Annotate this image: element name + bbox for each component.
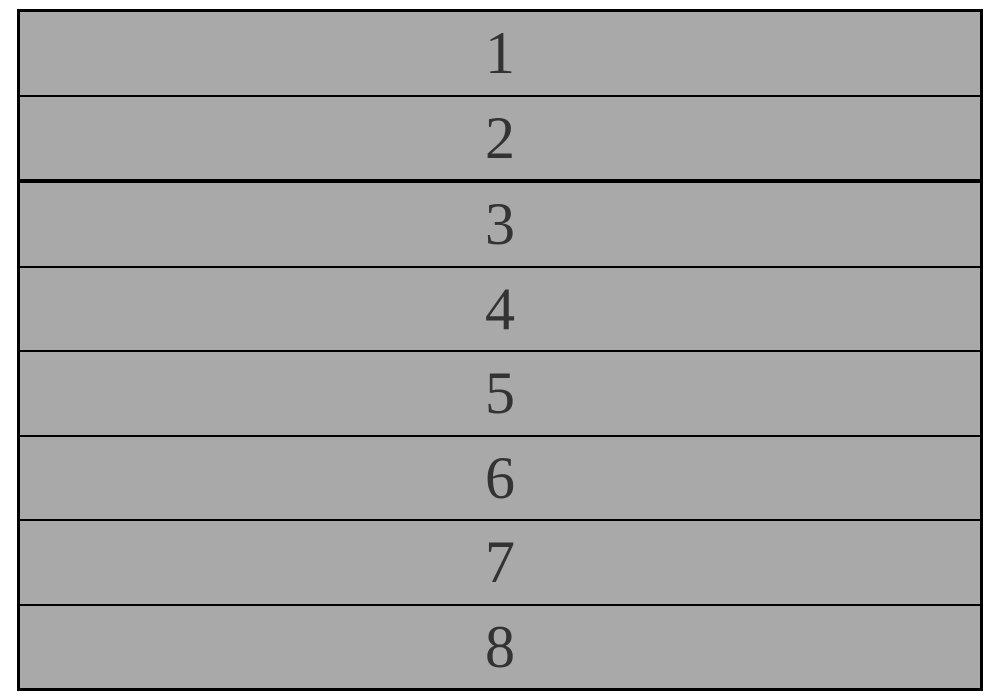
layer-row: 8 (20, 604, 980, 689)
layer-row: 3 (20, 179, 980, 266)
layer-row: 1 (20, 12, 980, 95)
layer-label: 7 (485, 532, 515, 592)
layer-label: 6 (485, 448, 515, 508)
layer-label: 2 (485, 108, 515, 168)
layer-row: 2 (20, 95, 980, 180)
layer-row: 6 (20, 435, 980, 520)
layer-stack-table: 1 2 3 4 5 6 7 8 (17, 9, 983, 691)
layer-label: 5 (485, 363, 515, 423)
layer-row: 5 (20, 350, 980, 435)
layer-label: 8 (485, 617, 515, 677)
layer-row: 7 (20, 519, 980, 604)
layer-row: 4 (20, 266, 980, 351)
layer-label: 1 (485, 23, 515, 83)
layer-label: 4 (485, 279, 515, 339)
layer-label: 3 (485, 194, 515, 254)
